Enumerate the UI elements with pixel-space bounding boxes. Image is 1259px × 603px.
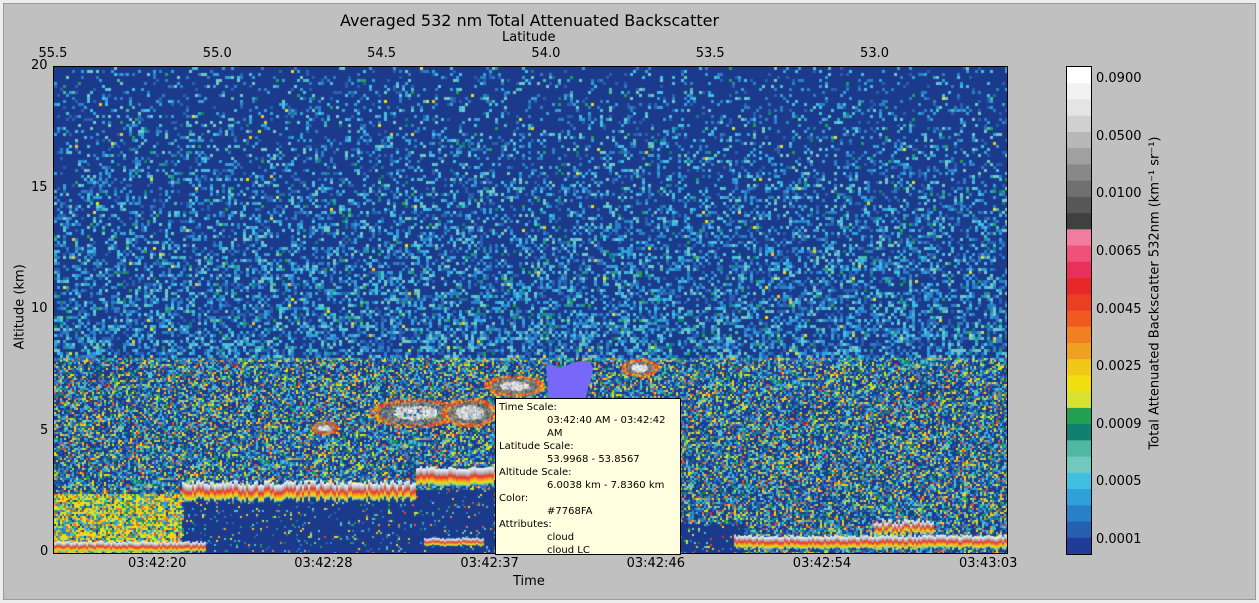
colorbar-tick-label: 0.0100	[1096, 186, 1142, 202]
colorbar-swatch	[1067, 342, 1091, 360]
tooltip-alt-value: 6.0038 km - 7.8360 km	[547, 480, 665, 491]
chart-title: Averaged 532 nm Total Attenuated Backsca…	[339, 11, 720, 30]
y-axis-label: Altitude (km)	[12, 264, 28, 350]
colorbar-swatch	[1067, 440, 1091, 458]
top-tick-label: 53.5	[695, 46, 725, 61]
colorbar-swatch	[1067, 407, 1091, 425]
tooltip-attr-value-1: cloud	[547, 532, 575, 543]
colorbar-swatch	[1067, 391, 1091, 409]
bottom-tick-label: 03:43:03	[959, 556, 1018, 571]
tooltip-time-key: Time Scale:	[499, 402, 557, 413]
bottom-tick-label: 03:42:54	[792, 556, 852, 571]
tooltip-attr-value-2: cloud LC	[547, 545, 590, 556]
colorbar-tick-label: 0.0009	[1096, 416, 1142, 432]
highlighted-region[interactable]	[546, 360, 593, 401]
colorbar-tick-label: 0.0900	[1096, 71, 1142, 86]
colorbar-tick-label: 0.0500	[1096, 128, 1142, 144]
colorbar-tick-label: 0.0005	[1096, 474, 1142, 490]
colorbar-swatch	[1067, 537, 1091, 554]
plot-overlay	[546, 360, 593, 401]
info-tooltip: Time Scale: 03:42:40 AM - 03:42:42 AM La…	[495, 398, 681, 556]
tooltip-time-value: 03:42:40 AM - 03:42:42 AM	[547, 415, 666, 439]
colorbar-tick-label: 0.0065	[1096, 243, 1142, 259]
colorbar-swatch	[1067, 326, 1091, 344]
colorbar-swatch	[1067, 229, 1091, 247]
top-axis-label: Latitude	[502, 30, 556, 45]
colorbar-swatch	[1067, 472, 1091, 490]
colorbar-swatch	[1067, 456, 1091, 474]
colorbar-swatch	[1067, 148, 1091, 165]
colorbar-swatch	[1067, 521, 1091, 539]
colorbar-swatch	[1067, 67, 1091, 84]
top-tick-label: 54.0	[531, 46, 561, 61]
colorbar-swatch	[1067, 180, 1091, 198]
colorbar-swatch	[1067, 99, 1091, 117]
y-tick-label: 10	[31, 301, 48, 316]
colorbar-swatch	[1067, 375, 1091, 393]
colorbar-swatch	[1067, 83, 1091, 100]
bottom-tick-label: 03:42:46	[626, 556, 685, 571]
colorbar-swatch	[1067, 489, 1091, 506]
tooltip-lat-key: Latitude Scale:	[499, 441, 574, 452]
colorbar-swatch	[1067, 278, 1091, 295]
bottom-tick-label: 03:42:28	[294, 556, 353, 571]
top-tick-label: 55.5	[38, 46, 68, 61]
colorbar-swatch	[1067, 359, 1091, 376]
y-tick-label: 0	[40, 544, 49, 559]
colorbar-swatch	[1067, 213, 1091, 230]
top-tick-label: 53.0	[860, 46, 889, 61]
colorbar-swatch	[1067, 115, 1091, 133]
y-tick-label: 20	[31, 58, 48, 73]
colorbar-tick-label: 0.0001	[1096, 532, 1142, 547]
tooltip-color-key: Color:	[499, 493, 529, 504]
bottom-tick-label: 03:42:37	[460, 556, 519, 571]
colorbar-swatch	[1067, 164, 1091, 182]
colorbar-swatch	[1067, 310, 1091, 328]
colorbar-swatch	[1067, 196, 1091, 214]
colorbar-tick-label: 0.0045	[1096, 301, 1142, 317]
y-tick-label: 5	[40, 422, 49, 438]
tooltip-lat-value: 53.9968 - 53.8567	[547, 454, 640, 465]
y-tick-label: 15	[31, 179, 48, 195]
tooltip-color-value: #7768FA	[547, 506, 593, 517]
top-tick-label: 55.0	[202, 46, 232, 61]
bottom-tick-label: 03:42:20	[128, 556, 187, 571]
colorbar-swatch	[1067, 294, 1091, 311]
colorbar-swatch	[1067, 131, 1091, 149]
tooltip-attr-key: Attributes:	[499, 519, 552, 530]
colorbar-label: Total Attenuated Backscatter 532nm (km⁻¹…	[1147, 136, 1163, 450]
colorbar	[1066, 66, 1092, 555]
colorbar-tick-label: 0.0025	[1096, 359, 1142, 375]
colorbar-swatch	[1067, 505, 1091, 523]
top-tick-label: 54.5	[367, 46, 397, 61]
colorbar-swatch	[1067, 424, 1091, 441]
colorbar-swatch	[1067, 261, 1091, 279]
bottom-axis-label: Time	[513, 574, 545, 589]
tooltip-alt-key: Altitude Scale:	[499, 467, 572, 478]
colorbar-swatch	[1067, 245, 1091, 263]
